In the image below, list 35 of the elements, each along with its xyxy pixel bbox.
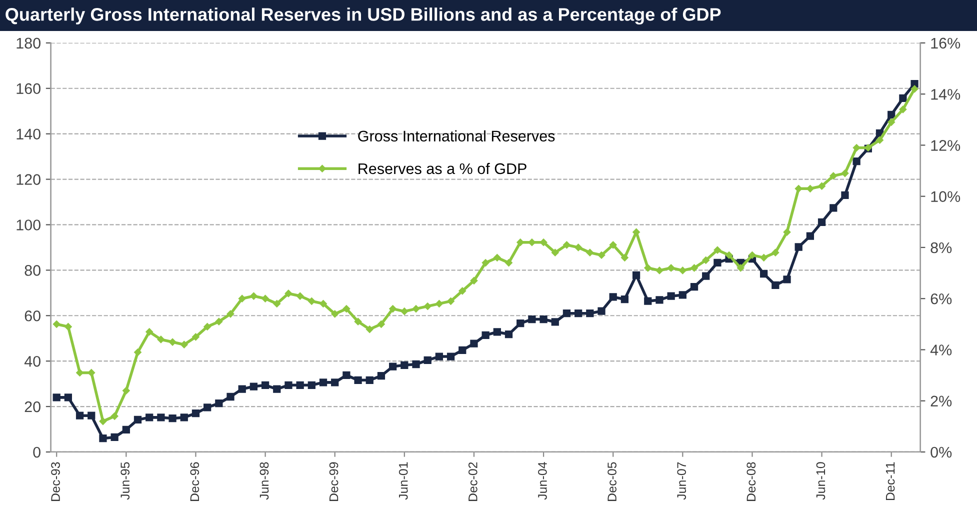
y2-tick-label: 10%	[931, 191, 960, 202]
x-tick-label: Dec-02	[468, 462, 478, 501]
x-tick-label: Dec-96	[190, 462, 200, 501]
y-tick-label: 20	[24, 401, 40, 412]
x-tick-label: Dec-05	[608, 462, 616, 501]
x-tick-label: Jun-01	[398, 462, 408, 500]
y-tick-label: 120	[16, 174, 40, 185]
x-tick-label: Dec-99	[329, 462, 338, 501]
y2-tick-label: 2%	[930, 396, 952, 406]
y2-tick-label: 8%	[930, 242, 952, 254]
x-tick-label: Dec-93	[51, 462, 60, 501]
x-tick-label: Jun-10	[816, 462, 826, 500]
x-tick-label: Jun-95	[120, 462, 130, 500]
legend-label: Reserves as a % of GDP	[358, 162, 526, 174]
y2-tick-label: 16%	[931, 38, 960, 49]
legend-label: Gross International Reserves	[358, 130, 555, 142]
chart-title: Quarterly Gross International Reserves in USD Billions and as a Percentage of GDP	[6, 8, 721, 24]
y-tick-label: 180	[16, 38, 40, 49]
x-tick-label: Dec-11	[886, 462, 895, 500]
y2-tick-label: 4%	[930, 344, 952, 356]
y-tick-label: 160	[16, 83, 40, 94]
y-tick-label: 0	[33, 446, 40, 458]
x-tick-label: Jun-98	[260, 462, 269, 500]
y2-tick-label: 12%	[931, 140, 960, 151]
y-tick-label: 140	[16, 128, 40, 140]
y2-tick-label: 0%	[930, 446, 952, 458]
y-tick-label: 80	[24, 265, 40, 276]
y-tick-label: 60	[24, 310, 40, 322]
x-tick-label: Jun-04	[538, 462, 547, 500]
y-tick-label: 40	[24, 356, 40, 367]
y-tick-label: 100	[16, 220, 40, 230]
y2-tick-label: 14%	[931, 88, 960, 100]
y2-tick-label: 6%	[930, 293, 952, 304]
x-tick-label: Dec-08	[746, 462, 756, 501]
x-tick-label: Jun-07	[677, 462, 686, 500]
